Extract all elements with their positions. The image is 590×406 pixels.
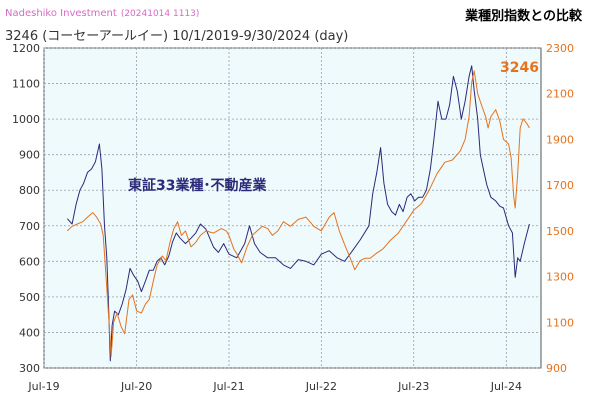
index-series-label: 東証33業種･不動産業 xyxy=(128,177,267,194)
sector-index-line xyxy=(66,65,530,362)
y-left-tick-label: 800 xyxy=(19,184,40,197)
brand-name: Nadeshiko Investment xyxy=(5,8,117,19)
x-tick-label: Jul-23 xyxy=(397,380,429,393)
timestamp-label: (20241014 1113) xyxy=(120,9,200,19)
y-right-tick-label: 900 xyxy=(546,362,567,375)
y-right-tick-label: 1100 xyxy=(546,316,574,329)
y-left-tick-label: 700 xyxy=(19,220,40,233)
axis-ticks: Jul-19 Jul-20 Jul-21 Jul-22 Jul-23 Jul-24 300 4… xyxy=(12,42,574,393)
y-left-tick-label: 900 xyxy=(19,149,40,162)
comparison-title: 業種別指数との比較 xyxy=(465,9,582,24)
x-tick-label: Jul-19 xyxy=(27,380,59,393)
y-right-tick-label: 2300 xyxy=(546,42,574,55)
x-tick-label: Jul-22 xyxy=(305,380,337,393)
y-left-tick-label: 1100 xyxy=(12,78,40,91)
y-right-tick-label: 2100 xyxy=(546,88,574,101)
chart-title: 3246 (コーセーアールイー) 10/1/2019-9/30/2024 (da… xyxy=(5,29,349,44)
series-lines xyxy=(66,65,530,362)
y-left-tick-label: 400 xyxy=(19,326,40,339)
grid-lines xyxy=(43,47,541,369)
stock-price-line xyxy=(66,70,530,358)
brand-label: Nadeshiko Investment (20241014 1113) xyxy=(5,8,199,19)
y-left-tick-label: 300 xyxy=(19,362,40,375)
x-tick-label: Jul-21 xyxy=(212,380,244,393)
x-tick-label: Jul-20 xyxy=(120,380,152,393)
y-left-tick-label: 500 xyxy=(19,291,40,304)
y-right-tick-label: 1300 xyxy=(546,271,574,284)
y-left-tick-label: 1200 xyxy=(12,42,40,55)
y-right-tick-label: 1900 xyxy=(546,133,574,146)
stock-series-label: 3246 xyxy=(500,60,539,76)
y-right-tick-label: 1500 xyxy=(546,225,574,238)
x-tick-label: Jul-24 xyxy=(490,380,522,393)
y-left-tick-label: 1000 xyxy=(12,113,40,126)
y-left-tick-label: 600 xyxy=(19,255,40,268)
y-right-tick-label: 1700 xyxy=(546,179,574,192)
